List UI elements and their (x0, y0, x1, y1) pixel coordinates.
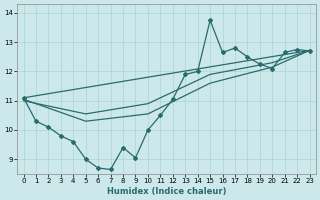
X-axis label: Humidex (Indice chaleur): Humidex (Indice chaleur) (107, 187, 226, 196)
